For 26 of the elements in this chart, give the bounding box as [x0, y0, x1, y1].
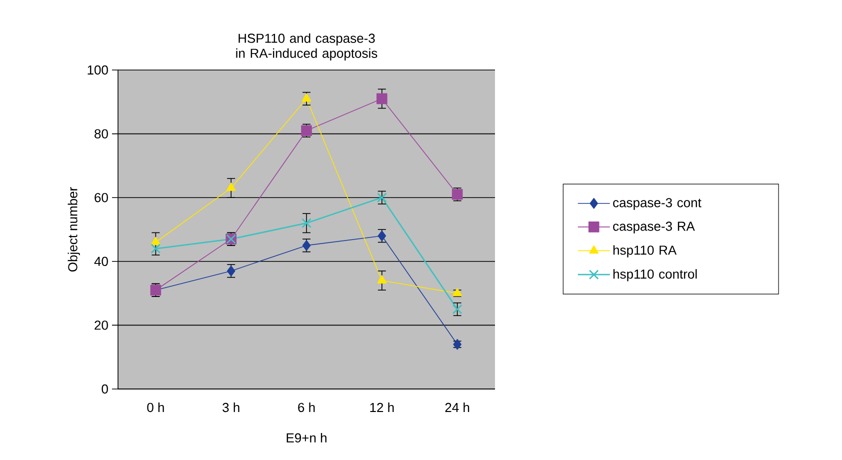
y-tick-label: 20: [94, 320, 108, 330]
point: [302, 218, 312, 228]
legend-label: hsp110 RA: [613, 245, 677, 258]
x-tick-label: 0 h: [147, 402, 164, 412]
point: [150, 236, 160, 246]
legend-label: caspase-3 cont: [613, 198, 702, 210]
x-tick-label: 3 h: [222, 402, 240, 412]
y-tick-label: 80: [94, 129, 108, 138]
legend-label: hsp110 control: [613, 269, 697, 282]
y-axis-title: Object number: [68, 187, 80, 272]
x-axis-title: E9+n h: [286, 432, 326, 442]
point: [226, 182, 236, 191]
point: [376, 93, 388, 104]
y-tick-label: 0: [102, 384, 108, 394]
point: [453, 338, 462, 350]
x-tick-label: 12 h: [370, 402, 394, 412]
x-tick-label: 24 h: [445, 402, 470, 412]
point: [302, 93, 312, 102]
point: [377, 275, 387, 284]
y-tick-label: 40: [94, 256, 108, 266]
chart-title: HSP110 and caspase-3 in RA-induced apoptosis: [236, 33, 378, 60]
y-tick-label: 100: [88, 65, 108, 75]
y-tick-label: 60: [94, 192, 108, 202]
x-tick-label: 6 h: [298, 402, 315, 412]
legend-label: caspase-3 RA: [613, 222, 695, 234]
point: [452, 288, 462, 296]
